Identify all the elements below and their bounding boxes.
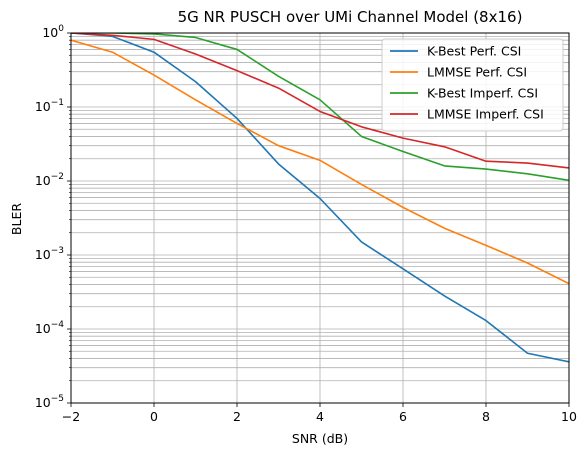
x-tick-label: 4 xyxy=(316,409,324,424)
y-tick-label: 10−2 xyxy=(35,172,64,188)
x-tick-label: 2 xyxy=(233,409,241,424)
plot-area xyxy=(71,33,569,363)
chart-title: 5G NR PUSCH over UMi Channel Model (8x16… xyxy=(178,8,523,26)
series-line-3 xyxy=(71,33,569,182)
legend-label: K-Best Perf. CSI xyxy=(427,44,521,59)
legend-label: LMMSE Imperf. CSI xyxy=(427,107,544,122)
x-tick-label: 8 xyxy=(482,409,490,424)
y-tick-label: 10−1 xyxy=(35,98,64,114)
y-tick-label: 10−3 xyxy=(35,246,64,262)
series-line-1 xyxy=(71,33,569,363)
y-tick-label: 100 xyxy=(42,24,64,40)
x-tick-label: 0 xyxy=(150,409,158,424)
legend: K-Best Perf. CSI LMMSE Perf. CSI K-Best Im… xyxy=(381,38,564,132)
x-tick-label: −2 xyxy=(62,409,80,424)
series-line-4 xyxy=(71,33,569,169)
y-tick-label: 10−4 xyxy=(35,320,64,336)
x-tick-label: 6 xyxy=(399,409,407,424)
ticks: −2 0 2 4 6 8 10 10−5 10−4 10−3 10−2 10−1 100 xyxy=(35,24,577,424)
x-tick-label: 10 xyxy=(561,409,577,424)
legend-label: K-Best Imperf. CSI xyxy=(427,86,538,101)
y-axis-label: BLER xyxy=(9,203,24,235)
legend-box xyxy=(381,38,564,132)
x-axis-label: SNR (dB) xyxy=(292,431,348,446)
y-tick-label: 10−5 xyxy=(35,394,64,410)
legend-label: LMMSE Perf. CSI xyxy=(427,65,527,80)
series-line-2 xyxy=(71,39,569,285)
